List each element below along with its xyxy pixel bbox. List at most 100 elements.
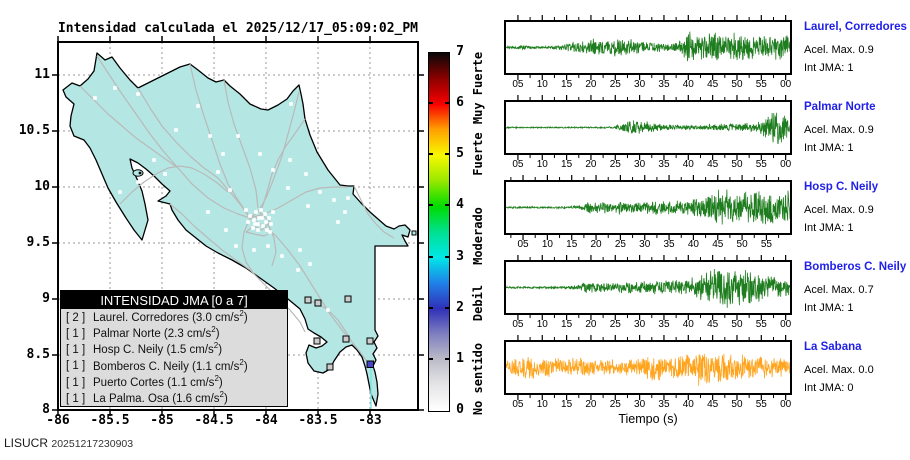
time-tick-label: 55 [755, 319, 767, 330]
station-marker [254, 210, 258, 214]
station-marker [136, 92, 140, 96]
intensity-1-marker [326, 363, 334, 371]
colorbar-tick-label: 6 [456, 95, 464, 111]
accel-max-label: Acel. Max. 0.9 [804, 204, 874, 216]
waveform-box [504, 340, 792, 395]
colorbar-tick-mark [445, 153, 449, 156]
waveform-trace [506, 112, 790, 145]
station-marker [336, 220, 340, 224]
time-tick-label: 40 [682, 79, 694, 90]
map-x-tick-label: -86 [46, 413, 70, 428]
station-marker [261, 224, 265, 228]
station-marker [118, 190, 122, 194]
road-line [259, 118, 306, 215]
legend-entry-text: Puerto Cortes (1.1 cm/s2) [93, 373, 223, 389]
station-marker [346, 196, 350, 200]
time-tick-label: 25 [609, 79, 621, 90]
station-marker [318, 190, 322, 194]
station-marker [271, 210, 275, 214]
time-tick-label: 40 [682, 159, 694, 170]
station-marker [271, 168, 275, 172]
station-marker [304, 172, 308, 176]
time-tick-label: 05 [512, 399, 524, 410]
station-marker [93, 96, 97, 100]
legend-entry: [ 1 ] Palmar Norte (2.3 cm/s2) [61, 325, 287, 341]
colorbar-tick-label: 1 [456, 350, 464, 366]
time-tick-label: 50 [731, 79, 743, 90]
station-marker [224, 228, 228, 232]
map-y-tick-label: 10.5 [18, 123, 50, 138]
colorbar-tick-label: 0 [456, 402, 464, 417]
time-tick-label: 30 [634, 399, 646, 410]
time-tick-label: 45 [707, 399, 719, 410]
legend-entry-intensity: [ 1 ] [66, 328, 86, 341]
time-tick-label: 50 [731, 399, 743, 410]
station-marker [152, 158, 156, 162]
station-marker [263, 212, 267, 216]
time-tick-label: 40 [682, 399, 694, 410]
station-marker [257, 216, 261, 220]
station-marker [268, 230, 272, 234]
station-name-label: Bomberos C. Neily [804, 261, 907, 273]
accel-max-label: Acel. Max. 0.0 [804, 364, 874, 376]
time-tick-label: 05 [512, 319, 524, 330]
waveform-plot [504, 95, 792, 160]
road-line [169, 203, 306, 333]
colorbar-tick-label: 5 [456, 146, 464, 162]
station-marker [163, 172, 167, 176]
time-tick-label: 30 [634, 79, 646, 90]
footer-lab-name: LISUCR [4, 436, 49, 450]
legend-entry-intensity: [ 1 ] [66, 360, 86, 373]
accel-max-label: Acel. Max. 0.9 [804, 44, 874, 56]
station-marker [308, 262, 312, 266]
time-tick-label: 30 [634, 159, 646, 170]
time-tick-label: 55 [755, 79, 767, 90]
int-jma-label: Int JMA: 1 [804, 302, 854, 314]
intensity-legend-entries: [ 2 ] Laurel. Corredores (3.0 cm/s2)[ 1 ]… [61, 309, 287, 406]
station-marker [206, 210, 210, 214]
time-tick-label: 25 [609, 399, 621, 410]
time-tick-label: 00 [780, 399, 792, 410]
colorbar-tick-label: 2 [456, 299, 464, 315]
station-marker [252, 248, 256, 252]
station-marker [289, 102, 293, 106]
map-y-tick-label: 11 [34, 67, 50, 82]
colorbar-tick-mark [445, 102, 449, 105]
station-marker [174, 128, 178, 132]
time-tick-label: 50 [731, 319, 743, 330]
time-tick-label: 35 [658, 319, 670, 330]
legend-entry-text: Bomberos C. Neily (1.1 cm/s2) [93, 357, 248, 373]
time-tick-label: 40 [682, 319, 694, 330]
waveform-plot [504, 255, 792, 320]
time-tick-label: 20 [585, 159, 597, 170]
colorbar-tick-mark [429, 204, 433, 207]
station-marker [256, 228, 260, 232]
seismogram-row: 05 10 15 20 25 30 35 40 45 50 55 Hosp C. Neily Acel.… [504, 175, 910, 262]
station-name-label: Hosp C. Neily [804, 181, 879, 193]
intensity-1-marker [342, 335, 350, 343]
map-y-tick-label: 10 [34, 179, 50, 194]
station-marker [298, 248, 302, 252]
station-marker [248, 214, 252, 218]
station-marker [253, 222, 257, 226]
station-marker [288, 158, 292, 162]
road-line [353, 185, 395, 239]
map-y-tick-label: 8.5 [26, 347, 50, 362]
station-marker [208, 134, 212, 138]
road-line [137, 87, 251, 219]
station-marker [196, 104, 200, 108]
time-tick-label: 00 [780, 79, 792, 90]
time-tick-label: 00 [780, 319, 792, 330]
station-marker [244, 208, 248, 212]
station-marker [260, 216, 264, 220]
map-title: Intensidad calculada el 2025/12/17_05:09… [57, 21, 419, 36]
time-tick-label: 10 [536, 399, 548, 410]
time-tick-label: 20 [585, 399, 597, 410]
station-marker [153, 70, 157, 74]
map-y-tick-label: 8 [42, 402, 50, 417]
time-tick-label: 10 [536, 159, 548, 170]
time-tick-label: 15 [561, 79, 573, 90]
waveform-plot [504, 175, 792, 240]
station-marker [113, 86, 117, 90]
station-marker [216, 170, 220, 174]
